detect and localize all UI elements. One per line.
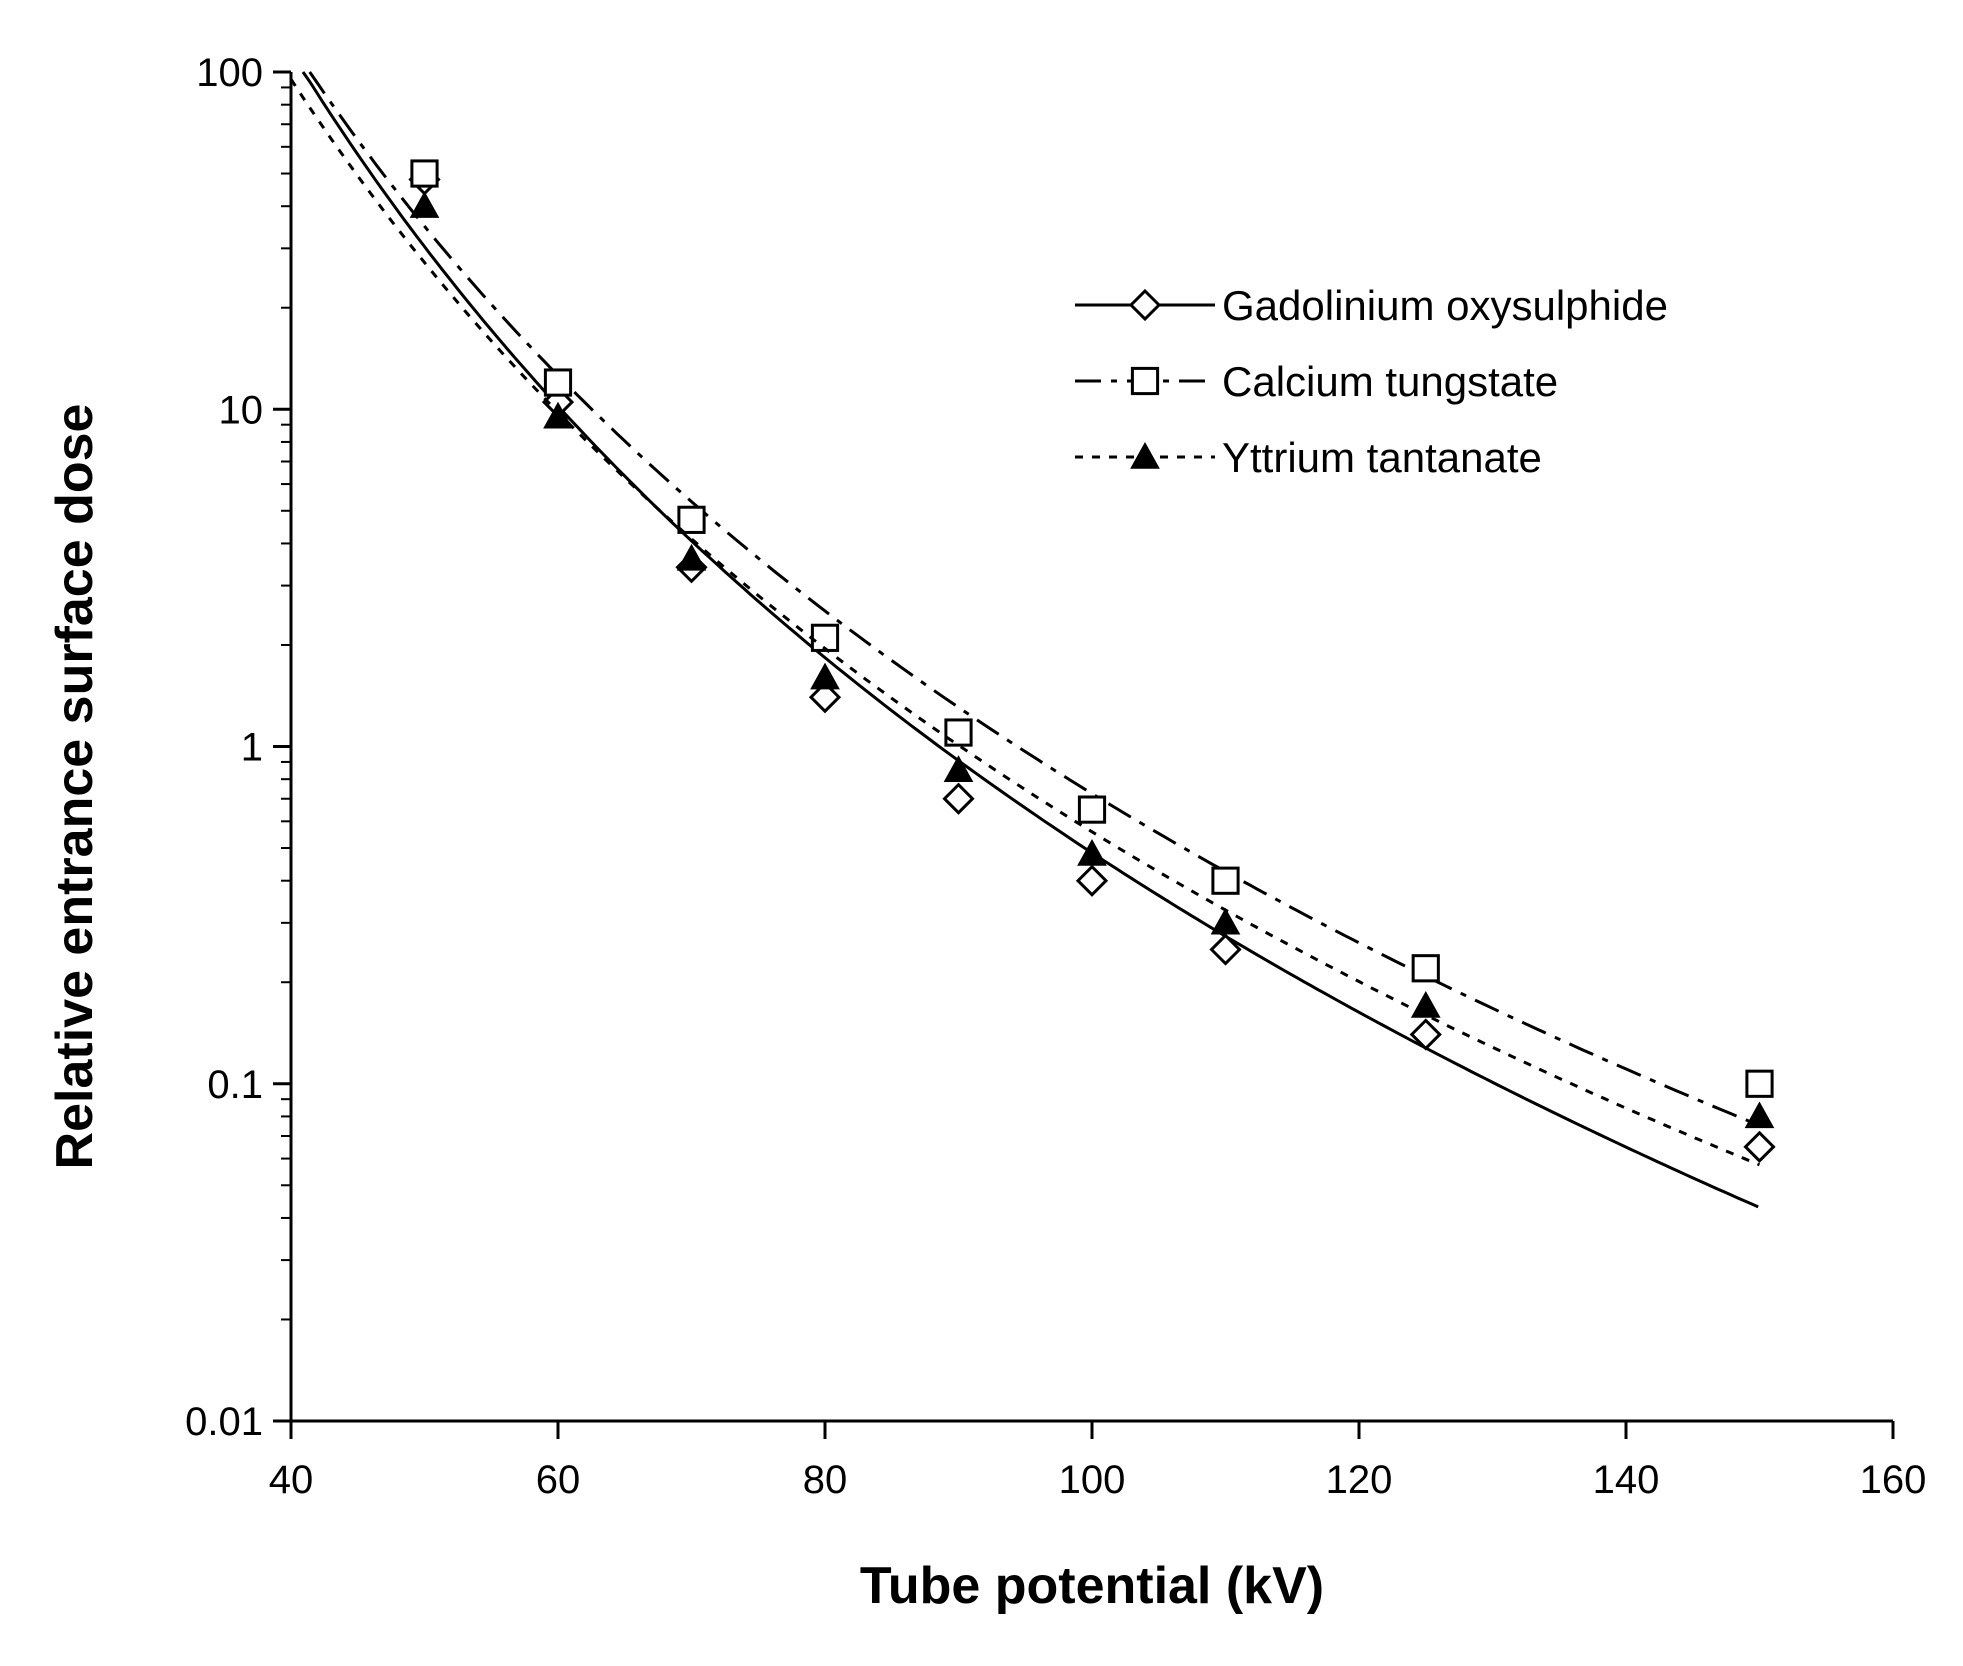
data-point [944, 718, 973, 747]
y-tick-label: 0.01 [185, 1400, 263, 1444]
data-point [810, 662, 840, 690]
legend-label: Gadolinium oxysulphide [1222, 282, 1668, 329]
y-tick-label: 10 [219, 388, 264, 432]
legend-marker [1130, 441, 1160, 469]
data-point [1411, 954, 1440, 983]
y-tick-label: 1 [241, 726, 263, 770]
data-point [808, 681, 842, 714]
legend: Gadolinium oxysulphide Calcium tungstate Y… [1075, 282, 1668, 481]
data-point [1743, 1130, 1776, 1163]
y-axis-title: Relative entrance surface dose [46, 404, 104, 1170]
data-point [410, 159, 439, 188]
data-point [1210, 907, 1241, 935]
y-tick-label: 0.1 [207, 1063, 263, 1107]
data-point [677, 505, 706, 534]
data-point [1744, 1101, 1775, 1129]
data-point [1075, 864, 1109, 897]
data-point [1211, 866, 1240, 895]
data-point [942, 782, 975, 815]
data-point [1077, 838, 1107, 866]
x-tick-label: 160 [1860, 1458, 1927, 1502]
data-point [676, 543, 707, 571]
x-tick-label: 80 [803, 1458, 848, 1502]
data-point [1745, 1069, 1774, 1098]
data-point [1410, 991, 1441, 1018]
data-point [543, 401, 573, 429]
data-point [409, 191, 440, 218]
legend-item: Yttrium tantanate [1075, 434, 1542, 481]
series-2 [308, 71, 1774, 1127]
series-3 [289, 78, 1775, 1167]
legend-item: Gadolinium oxysulphide [1075, 282, 1668, 329]
data-point [1409, 1018, 1442, 1051]
axes: 0.01 0.1 1 10 100 40 60 80 100 120 140 160 [185, 51, 1926, 1502]
series-layer [289, 71, 1776, 1209]
data-point [1077, 795, 1107, 824]
data-point [1209, 933, 1242, 966]
legend-label: Calcium tungstate [1222, 358, 1558, 405]
x-tick-label: 60 [536, 1458, 581, 1502]
series-line [308, 71, 1759, 1127]
legend-marker [1130, 366, 1160, 396]
x-axis-title: Tube potential (kV) [860, 1557, 1324, 1615]
series-line [301, 71, 1759, 1209]
legend-marker [1128, 288, 1162, 322]
y-tick-label: 100 [196, 51, 263, 95]
x-tick-label: 120 [1326, 1458, 1393, 1502]
legend-item: Calcium tungstate [1075, 358, 1558, 405]
series-1 [301, 71, 1776, 1209]
data-point [943, 755, 974, 783]
x-tick-label: 40 [269, 1458, 314, 1502]
series-line [289, 78, 1761, 1167]
data-point [543, 368, 573, 397]
x-tick-label: 100 [1059, 1458, 1126, 1502]
legend-label: Yttrium tantanate [1222, 434, 1542, 481]
x-tick-label: 140 [1593, 1458, 1660, 1502]
